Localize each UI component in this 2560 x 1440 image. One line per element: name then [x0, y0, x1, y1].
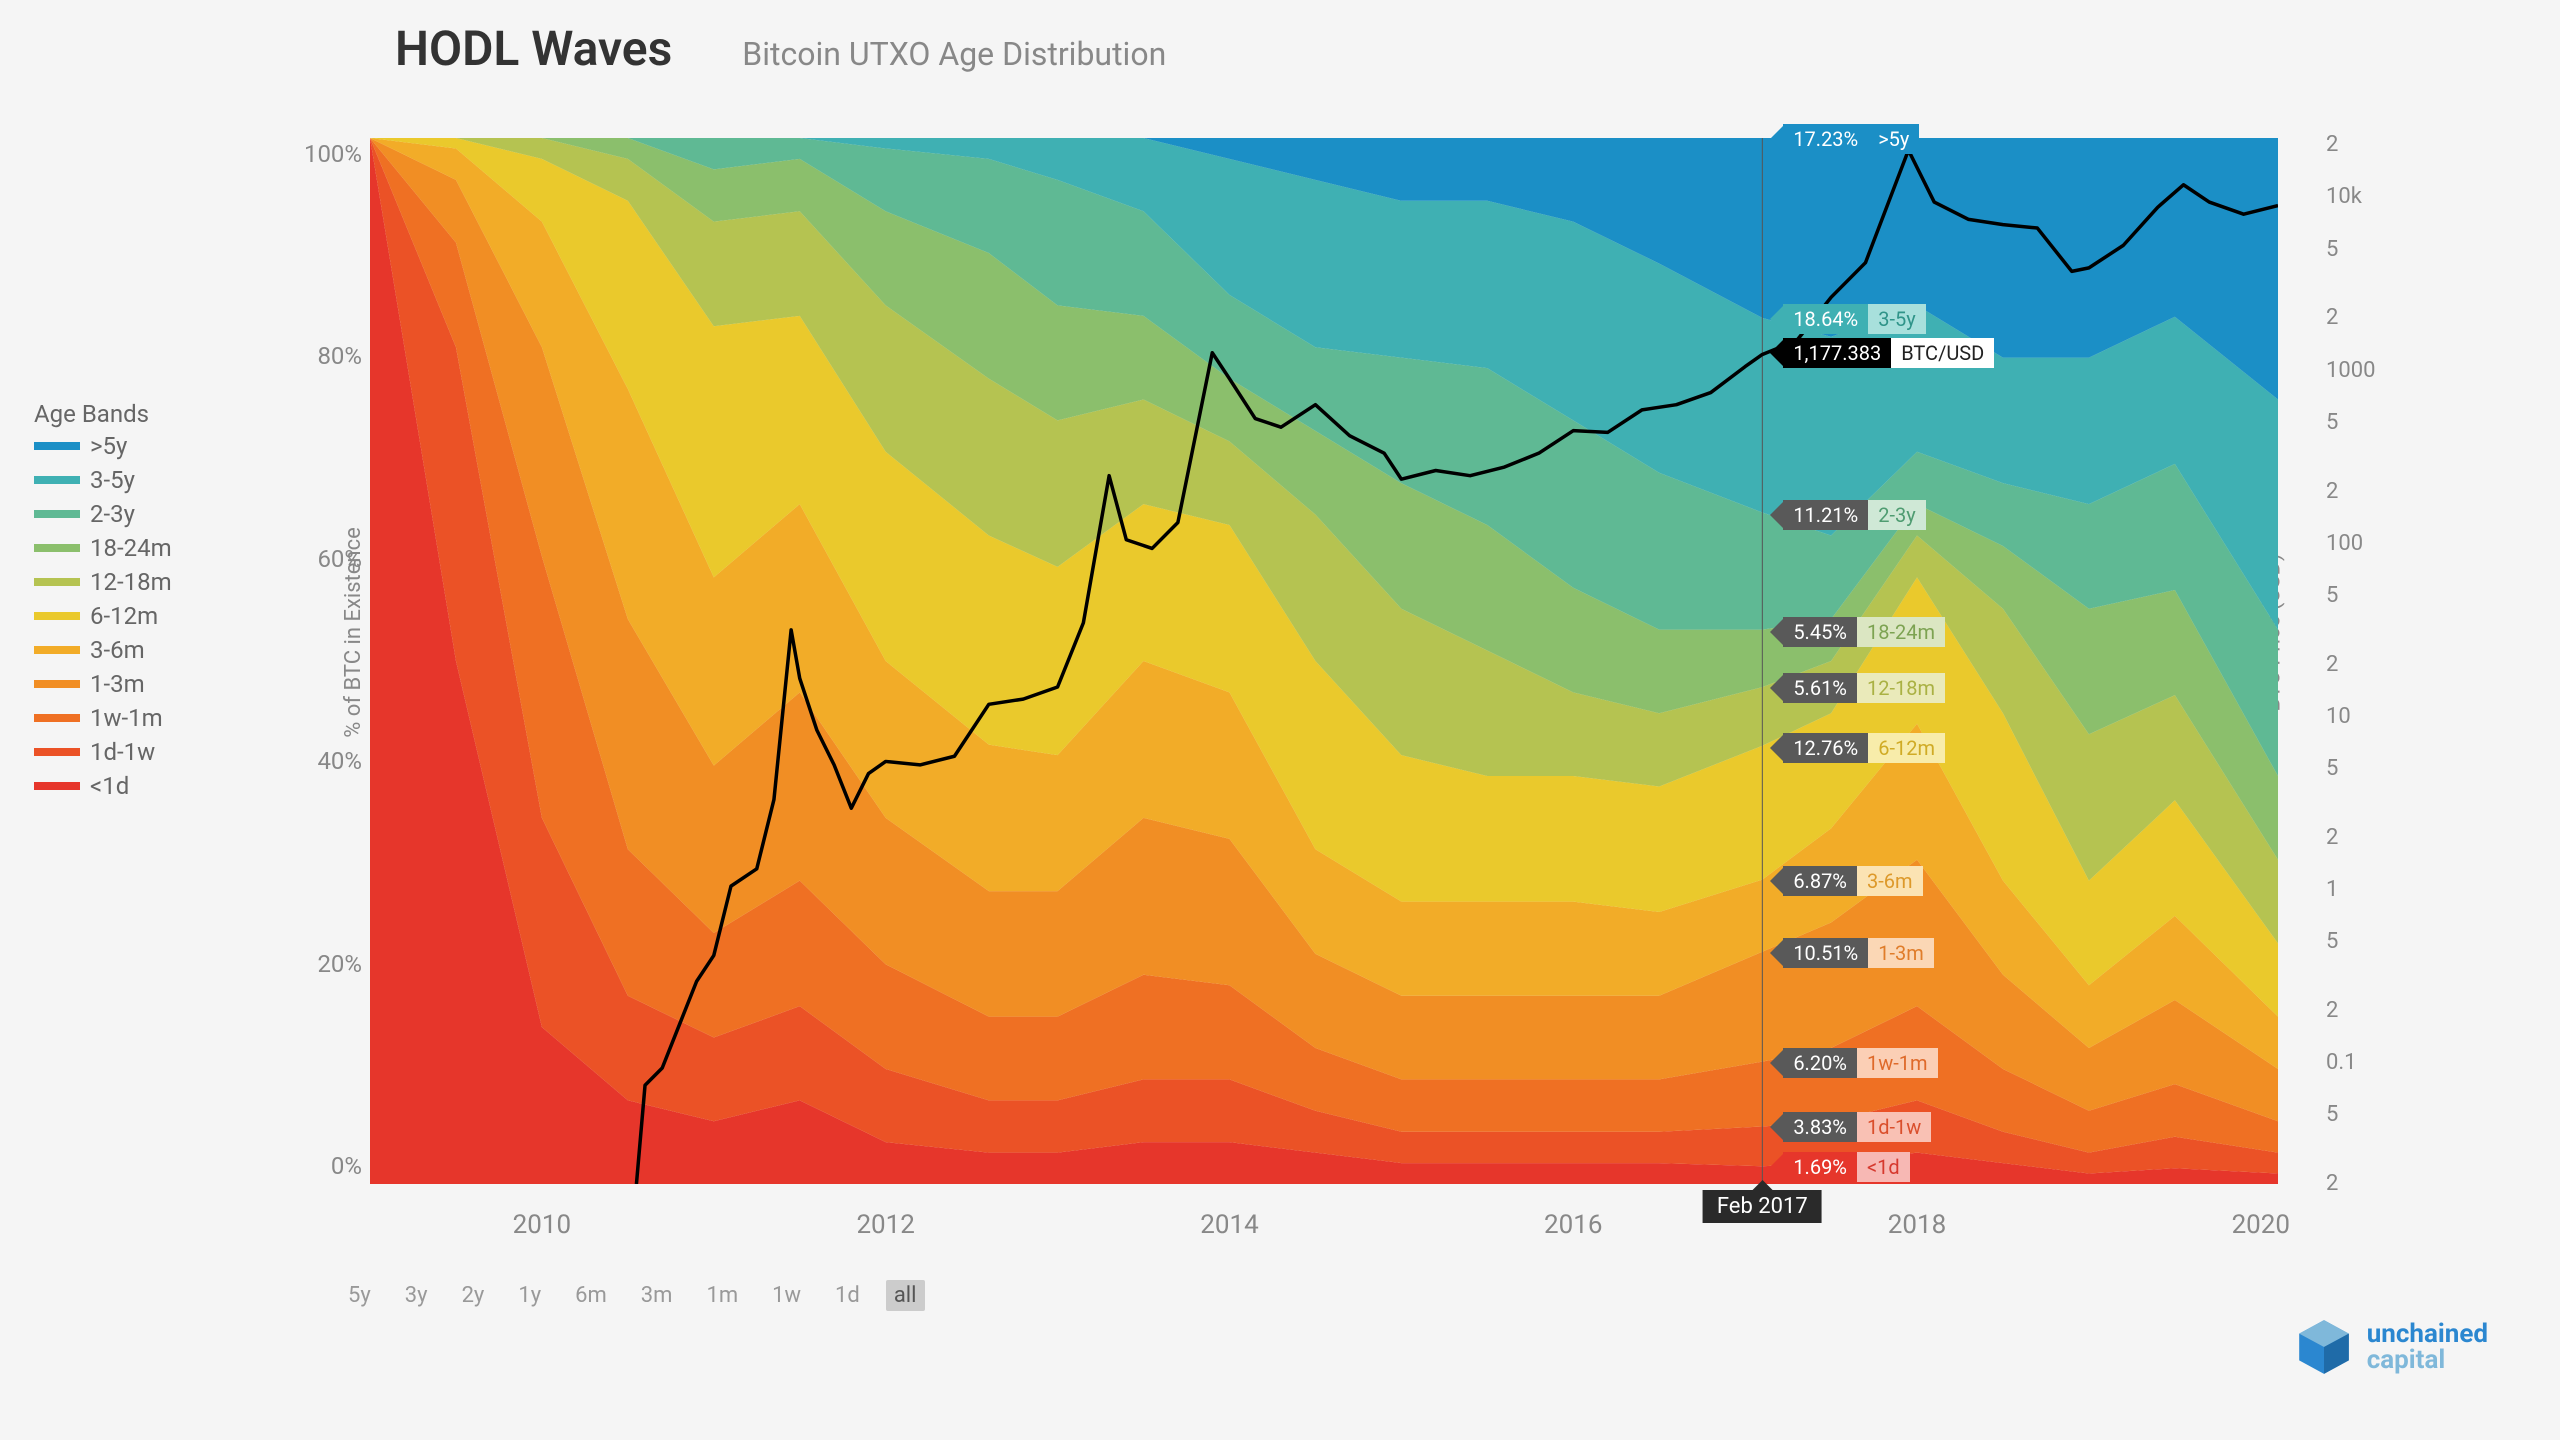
y-right-tick: 10k — [2326, 184, 2362, 209]
legend-swatch — [34, 680, 80, 688]
range-btn-1w[interactable]: 1w — [764, 1280, 809, 1311]
legend-label: 12-18m — [90, 568, 172, 596]
range-btn-1d[interactable]: 1d — [827, 1280, 868, 1311]
legend-row[interactable]: >5y — [34, 432, 172, 460]
chart-title: HODL Waves — [395, 20, 672, 77]
legend-label: 6-12m — [90, 602, 158, 630]
legend-swatch — [34, 510, 80, 518]
range-btn-3y[interactable]: 3y — [397, 1280, 436, 1311]
y-right-tick: 2 — [2326, 132, 2338, 157]
legend-label: <1d — [90, 772, 129, 800]
legend-label: 1d-1w — [90, 738, 155, 766]
legend-row[interactable]: <1d — [34, 772, 172, 800]
legend-label: 1-3m — [90, 670, 145, 698]
x-tick: 2020 — [2232, 1210, 2290, 1240]
y-left-tick: 0% — [292, 1152, 362, 1180]
y-left-ticks: 100% 80% 60% 40% 20% 0% — [292, 140, 362, 1180]
legend-row[interactable]: 3-5y — [34, 466, 172, 494]
hover-date-label: Feb 2017 — [1703, 1190, 1822, 1223]
legend-label: 3-6m — [90, 636, 145, 664]
legend-title: Age Bands — [34, 400, 172, 428]
y-right-tick: 1 — [2326, 877, 2338, 902]
y-right-tick: 0.1 — [2326, 1050, 2357, 1075]
range-selector[interactable]: 5y 3y 2y 1y 6m 3m 1m 1w 1d all — [340, 1280, 925, 1311]
y-right-tick: 2 — [2326, 305, 2338, 330]
legend-label: 3-5y — [90, 466, 135, 494]
legend-swatch — [34, 442, 80, 450]
range-btn-6m[interactable]: 6m — [567, 1280, 615, 1311]
y-right-tick: 5 — [2326, 237, 2338, 262]
y-right-tick: 2 — [2326, 825, 2338, 850]
legend-row[interactable]: 3-6m — [34, 636, 172, 664]
legend-label: 18-24m — [90, 534, 172, 562]
x-tick: 2016 — [1544, 1210, 1602, 1240]
legend-row[interactable]: 1d-1w — [34, 738, 172, 766]
y-right-tick: 2 — [2326, 998, 2338, 1023]
legend-swatch — [34, 646, 80, 654]
legend-swatch — [34, 578, 80, 586]
legend-swatch — [34, 544, 80, 552]
legend-row[interactable]: 12-18m — [34, 568, 172, 596]
y-right-tick: 5 — [2326, 583, 2338, 608]
y-left-tick: 100% — [292, 140, 362, 168]
y-right-tick: 5 — [2326, 1102, 2338, 1127]
y-right-tick: 2 — [2326, 1171, 2338, 1196]
range-btn-all[interactable]: all — [886, 1280, 925, 1311]
y-left-tick: 80% — [292, 342, 362, 370]
plot-area — [370, 138, 2278, 1184]
y-right-tick: 100 — [2326, 531, 2363, 556]
logo-text-1: unchained — [2367, 1321, 2488, 1347]
y-right-tick: 10 — [2326, 704, 2351, 729]
legend-row[interactable]: 1w-1m — [34, 704, 172, 732]
legend-label: 2-3y — [90, 500, 135, 528]
range-btn-3m[interactable]: 3m — [633, 1280, 681, 1311]
logo-icon — [2293, 1316, 2355, 1378]
x-tick: 2012 — [856, 1210, 914, 1240]
legend-swatch — [34, 782, 80, 790]
legend-row[interactable]: 6-12m — [34, 602, 172, 630]
legend: Age Bands >5y 3-5y 2-3y 18-24m 12-18m 6-12m 3-… — [34, 400, 172, 800]
y-left-tick: 20% — [292, 950, 362, 978]
y-left-tick: 60% — [292, 545, 362, 573]
y-right-tick: 5 — [2326, 410, 2338, 435]
range-btn-5y[interactable]: 5y — [340, 1280, 379, 1311]
y-left-tick: 40% — [292, 747, 362, 775]
range-btn-2y[interactable]: 2y — [454, 1280, 493, 1311]
legend-swatch — [34, 714, 80, 722]
range-btn-1y[interactable]: 1y — [510, 1280, 549, 1311]
x-tick: 2018 — [1888, 1210, 1946, 1240]
logo-unchained-capital: unchained capital — [2293, 1316, 2488, 1378]
y-right-tick: 1000 — [2326, 358, 2375, 383]
legend-row[interactable]: 1-3m — [34, 670, 172, 698]
y-right-tick: 2 — [2326, 652, 2338, 677]
range-btn-1m[interactable]: 1m — [698, 1280, 746, 1311]
y-right-tick: 5 — [2326, 929, 2338, 954]
y-right-tick: 2 — [2326, 479, 2338, 504]
x-tick: 2010 — [513, 1210, 571, 1240]
legend-label: >5y — [90, 432, 127, 460]
chart-subtitle: Bitcoin UTXO Age Distribution — [742, 35, 1166, 73]
legend-row[interactable]: 18-24m — [34, 534, 172, 562]
legend-label: 1w-1m — [90, 704, 163, 732]
legend-swatch — [34, 748, 80, 756]
legend-swatch — [34, 476, 80, 484]
legend-row[interactable]: 2-3y — [34, 500, 172, 528]
legend-swatch — [34, 612, 80, 620]
y-right-tick: 5 — [2326, 756, 2338, 781]
x-tick: 2014 — [1200, 1210, 1258, 1240]
logo-text-2: capital — [2367, 1347, 2488, 1373]
